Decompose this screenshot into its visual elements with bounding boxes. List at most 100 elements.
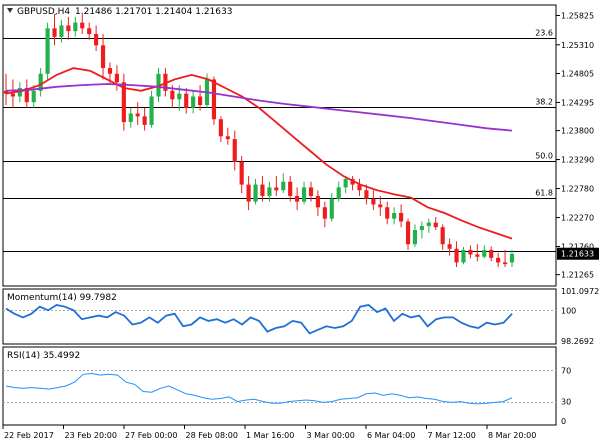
- time-axis-tick-label: 22 Feb 2017: [4, 431, 54, 440]
- bearish-candle: [142, 116, 147, 125]
- bearish-candle: [496, 257, 501, 263]
- bearish-candle: [378, 204, 383, 208]
- price-axis-tick-label: 1.23290: [561, 156, 594, 165]
- momentum-axis-tick-label: 98.2692: [561, 337, 594, 346]
- bullish-candle: [301, 187, 307, 202]
- bearish-candle: [405, 221, 411, 245]
- rsi-axis-tick-label: 70: [561, 366, 571, 375]
- bullish-candle: [426, 222, 431, 227]
- bullish-candle: [281, 181, 286, 191]
- bullish-candle: [17, 87, 22, 97]
- bullish-candle: [128, 113, 133, 123]
- bullish-candle: [191, 96, 196, 108]
- moving-average-line: [5, 83, 513, 132]
- price-axis-tick-label: 1.22780: [561, 185, 594, 194]
- bearish-candle: [371, 198, 376, 205]
- bearish-candle: [475, 254, 480, 257]
- bullish-candle: [482, 249, 487, 257]
- bearish-candle: [121, 82, 126, 123]
- bearish-candle: [433, 222, 438, 228]
- bearish-candle: [135, 113, 140, 117]
- current-price-label: 1.21633: [561, 250, 594, 259]
- bullish-candle: [509, 253, 515, 263]
- price-panel-frame: [2, 4, 557, 287]
- bearish-candle: [454, 248, 459, 263]
- bearish-candle: [114, 73, 119, 83]
- bullish-candle: [461, 249, 466, 263]
- bearish-candle: [211, 79, 217, 120]
- chart-menu-triangle-icon[interactable]: [7, 8, 13, 13]
- time-axis-tick-label: 3 Mar 00:00: [307, 431, 355, 440]
- momentum-label: Momentum(14) 99.7982: [7, 293, 117, 303]
- rsi-line: [5, 372, 513, 405]
- bullish-candle: [59, 25, 64, 37]
- bullish-candle: [177, 93, 182, 100]
- bearish-candle: [184, 93, 189, 108]
- bearish-candle: [66, 25, 71, 32]
- bearish-candle: [225, 136, 230, 140]
- bearish-candle: [94, 33, 99, 46]
- fibonacci-level-label: 23.6: [535, 29, 553, 38]
- bearish-candle: [364, 190, 369, 199]
- time-axis-tick-label: 6 Mar 04:00: [367, 431, 415, 440]
- bearish-candle: [274, 187, 279, 191]
- bullish-candle: [267, 187, 272, 196]
- price-axis-tick-label: 1.24805: [561, 69, 594, 78]
- bearish-candle: [239, 161, 244, 185]
- bearish-candle: [447, 244, 452, 249]
- price-axis-tick-label: 1.24295: [561, 98, 594, 107]
- bearish-candle: [3, 90, 9, 94]
- bearish-candle: [489, 249, 494, 258]
- bearish-candle: [107, 68, 113, 74]
- time-axis-tick-label: 23 Feb 20:00: [65, 431, 117, 440]
- fibonacci-level-label: 38.2: [535, 98, 553, 107]
- bullish-candle: [419, 226, 424, 231]
- bearish-candle: [198, 96, 203, 106]
- bearish-candle: [385, 207, 390, 219]
- current-price-marker: [557, 247, 599, 260]
- bearish-candle: [288, 181, 293, 196]
- time-axis-tick-label: 1 Mar 16:00: [246, 431, 294, 440]
- bullish-candle: [412, 230, 418, 245]
- bullish-candle: [45, 28, 50, 74]
- bullish-candle: [336, 187, 341, 199]
- fibonacci-level-label: 61.8: [535, 189, 553, 198]
- ohlc-values: 1.21486 1.21701 1.21404 1.21633: [75, 7, 232, 17]
- price-axis-tick-label: 1.23800: [561, 127, 594, 136]
- bullish-candle: [253, 184, 258, 202]
- price-axis-tick-label: 1.22270: [561, 214, 594, 223]
- bearish-candle: [232, 139, 237, 162]
- symbol-label: GBPUSD,H4: [17, 7, 70, 17]
- price-axis-tick-label: 1.25310: [561, 41, 594, 50]
- bearish-candle: [87, 28, 92, 34]
- momentum-line: [5, 304, 513, 335]
- momentum-axis-tick-label: 101.0972: [561, 287, 599, 296]
- bearish-candle: [357, 184, 362, 191]
- bearish-candle: [260, 184, 265, 196]
- bearish-candle: [502, 262, 508, 265]
- bearish-candle: [52, 28, 57, 37]
- bullish-candle: [329, 198, 334, 219]
- bullish-candle: [73, 22, 78, 32]
- time-axis-tick-label: 28 Feb 08:00: [186, 431, 238, 440]
- rsi-label: RSI(14) 35.4992: [7, 351, 80, 361]
- momentum-axis-tick-label: 100: [561, 306, 576, 315]
- bearish-candle: [24, 87, 29, 103]
- bearish-candle: [468, 249, 473, 255]
- time-axis-tick-label: 8 Mar 20:00: [488, 431, 536, 440]
- bearish-candle: [315, 195, 320, 208]
- bearish-candle: [440, 227, 445, 245]
- rsi-panel-frame: [2, 346, 557, 426]
- fibonacci-level-label: 50.0: [535, 152, 553, 161]
- price-axis-tick-label: 1.25825: [561, 12, 594, 21]
- rsi-axis-tick-label: 0: [561, 417, 566, 426]
- momentum-panel-frame: [2, 288, 557, 345]
- bullish-candle: [31, 90, 36, 103]
- time-axis-tick-label: 7 Mar 12:00: [428, 431, 476, 440]
- price-axis-tick-label: 1.21265: [561, 271, 594, 280]
- bearish-candle: [218, 119, 223, 137]
- bearish-candle: [170, 90, 175, 100]
- time-axis-tick-label: 27 Feb 00:00: [125, 431, 177, 440]
- bearish-candle: [246, 184, 251, 202]
